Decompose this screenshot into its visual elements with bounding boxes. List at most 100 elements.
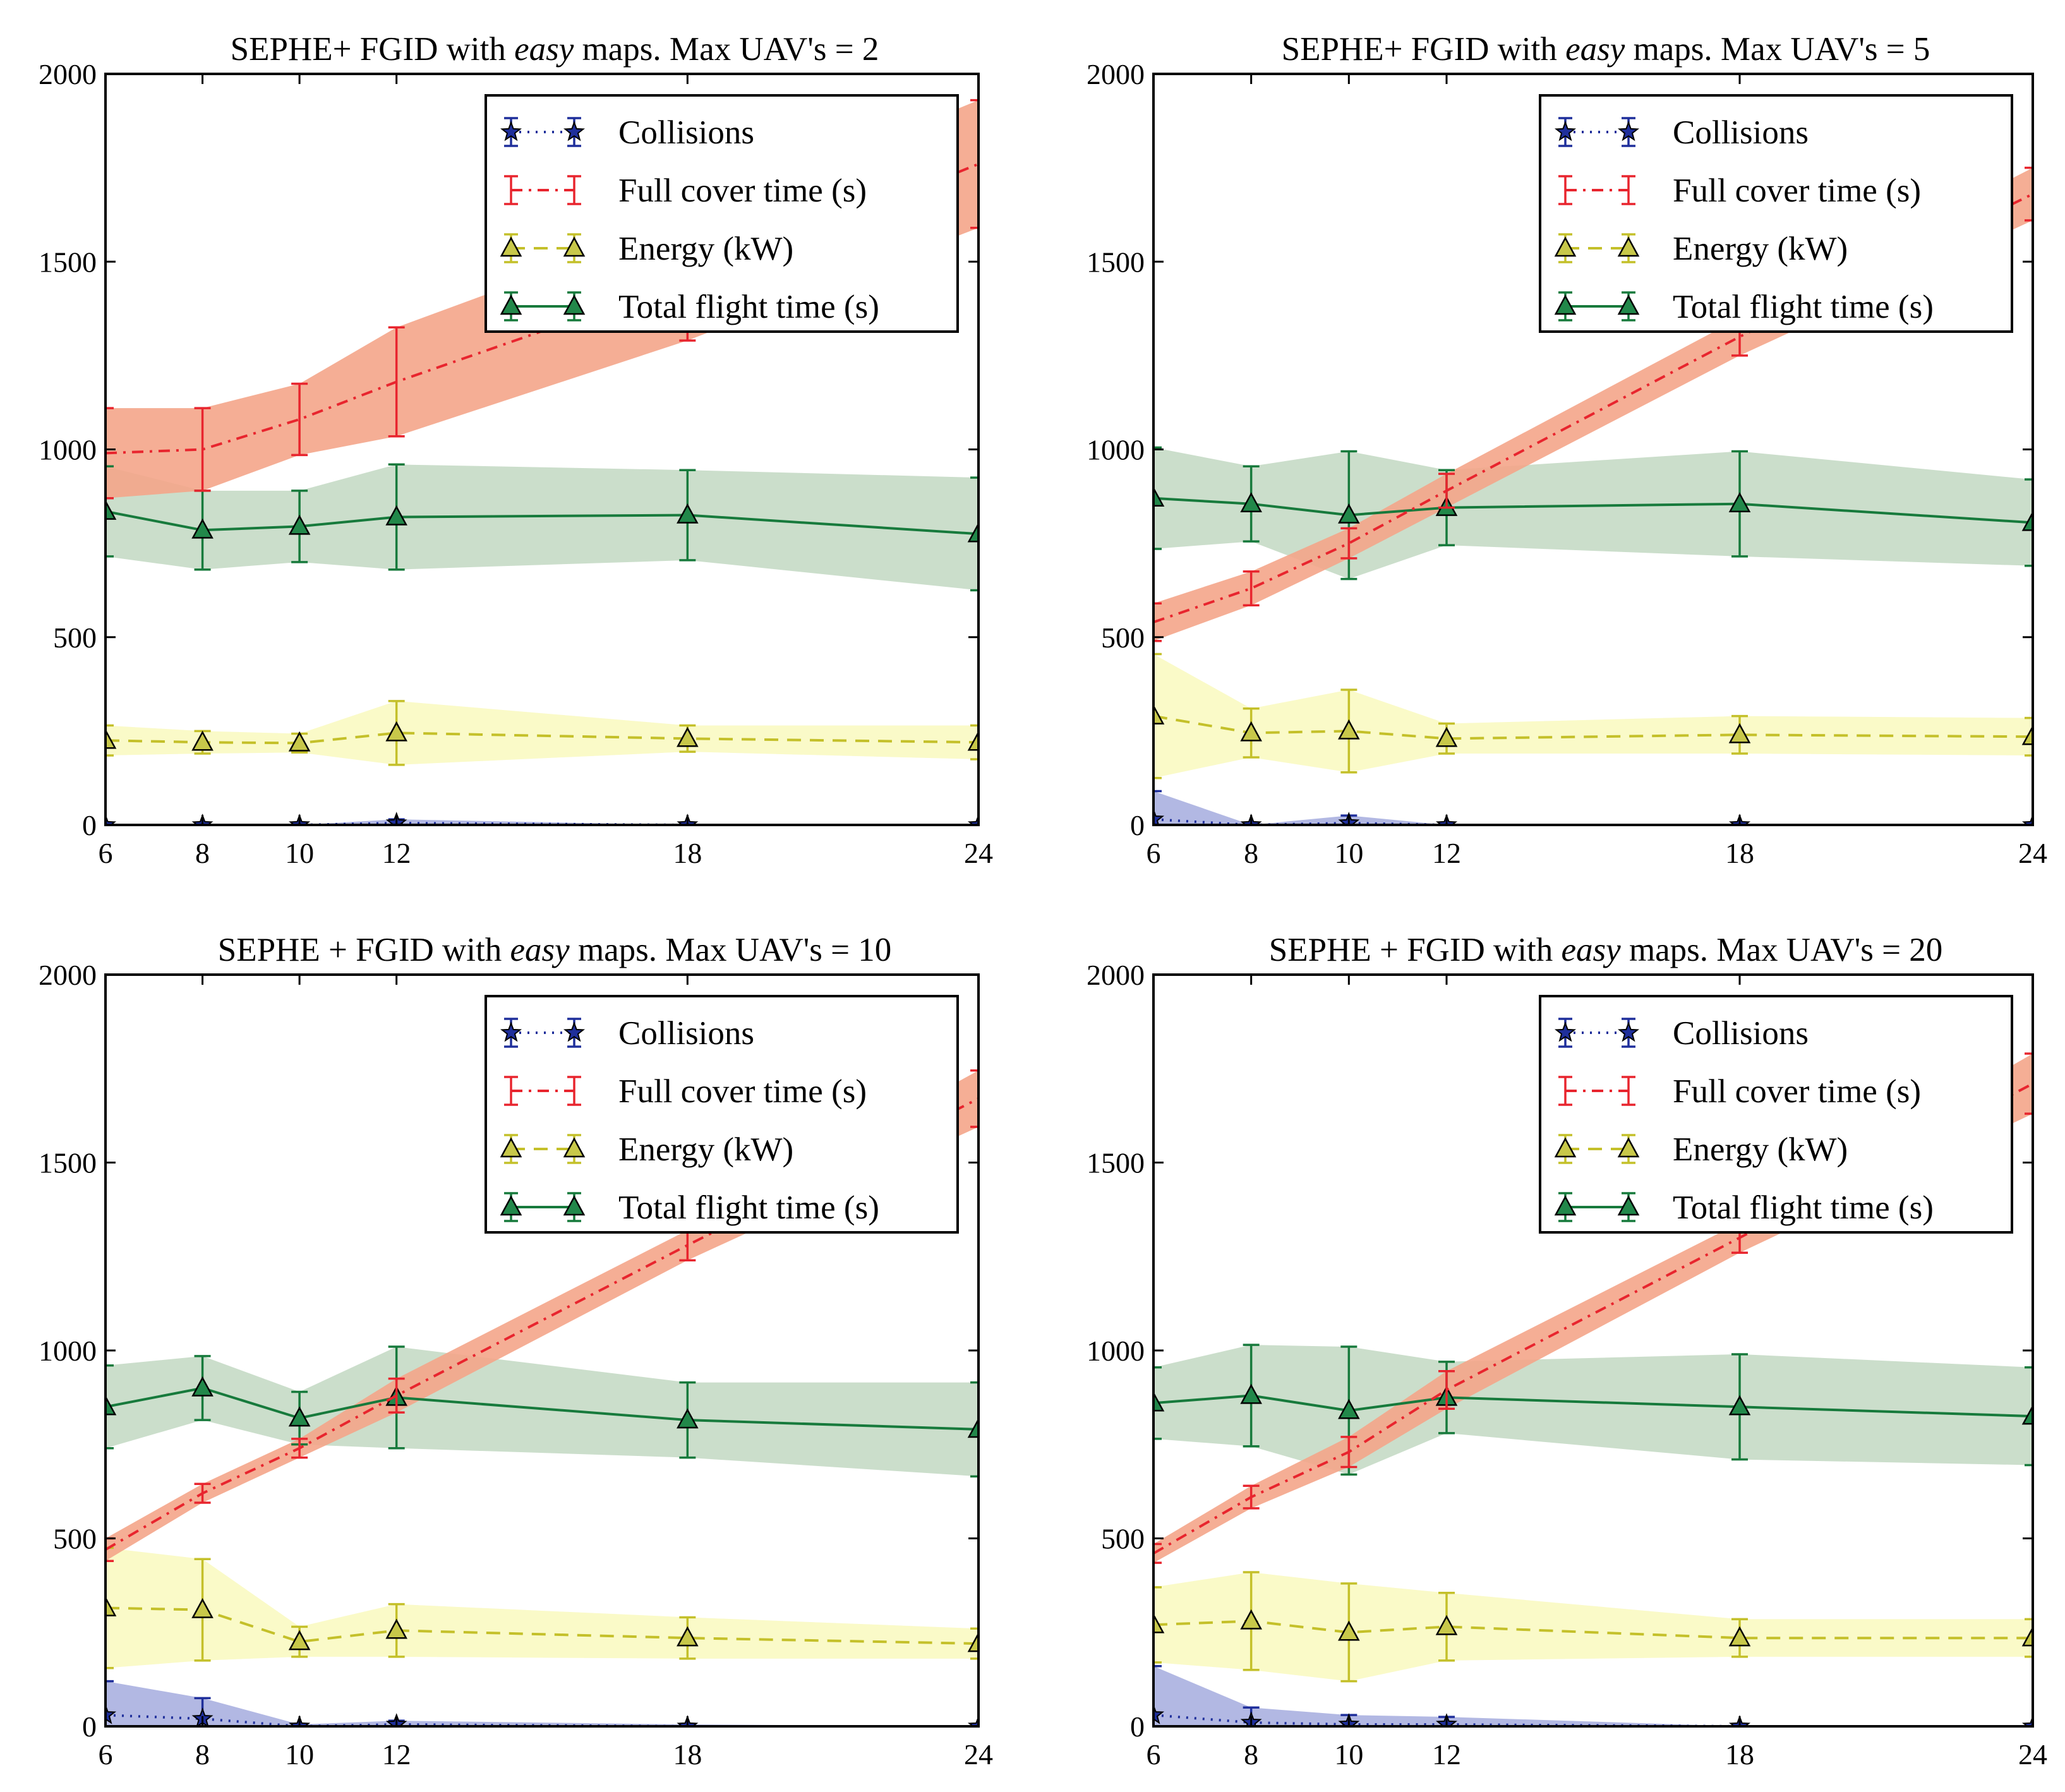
- legend-label-collisions: Collisions: [1673, 114, 1809, 151]
- y-tick-label: 1000: [1087, 1335, 1145, 1367]
- y-tick-label: 1000: [1087, 434, 1145, 466]
- energy-band: [105, 1548, 978, 1668]
- x-tick-label: 18: [1725, 1738, 1754, 1771]
- x-tick-label: 18: [673, 1738, 702, 1771]
- legend-label-total_flight_time: Total flight time (s): [618, 1189, 879, 1226]
- collisions-band: [1153, 1666, 2033, 1726]
- legend-marker-energy: [563, 1137, 586, 1158]
- x-tick-label: 10: [285, 837, 314, 869]
- total_flight_time-point: [1153, 1391, 1165, 1412]
- energy-point: [1728, 723, 1751, 743]
- energy-point: [105, 728, 117, 749]
- legend-marker-collisions: [563, 1021, 586, 1042]
- total_flight_time-line: [105, 1386, 978, 1431]
- collisions-point: [105, 814, 117, 825]
- y-tick-label: 500: [53, 1523, 97, 1555]
- y-tick-label: 2000: [1087, 58, 1145, 90]
- x-tick-label: 6: [99, 1738, 113, 1771]
- total_flight_time-band: [105, 1347, 978, 1477]
- total_flight_time-point: [967, 522, 978, 543]
- full_cover_time-line: [105, 1097, 978, 1551]
- y-tick-label: 1000: [39, 434, 97, 466]
- legend-marker-total_flight_time: [500, 1195, 522, 1216]
- chart-panel-4: 0 500 1000 1500 2000 6 8 10 12 18 24 SEPHE + FGID w…: [1087, 932, 2047, 1771]
- legend-marker-collisions: [500, 1021, 522, 1042]
- legend-label-full_cover_time: Full cover time (s): [618, 1073, 867, 1110]
- collisions-point: [2021, 814, 2033, 825]
- y-tick-label: 1500: [39, 1147, 97, 1179]
- total_flight_time-line: [105, 510, 978, 536]
- total_flight_time-point: [2021, 510, 2033, 531]
- legend: Collisions Full cover time (s) Energy (kW)…: [1539, 94, 2013, 333]
- legend-label-collisions: Collisions: [618, 1015, 754, 1052]
- x-tick-label: 10: [285, 1738, 314, 1771]
- energy-line: [1153, 1620, 2033, 1640]
- legend-marker-energy: [563, 236, 586, 257]
- energy-point: [1338, 719, 1360, 740]
- energy-point: [1338, 1620, 1360, 1641]
- legend-box: [485, 995, 959, 1234]
- legend-marker-total_flight_time: [563, 294, 586, 315]
- x-tick-label: 12: [382, 1738, 411, 1771]
- legend-marker-energy: [1554, 1137, 1577, 1158]
- y-tick-label: 1500: [1087, 246, 1145, 278]
- energy-point: [105, 1596, 117, 1616]
- legend-label-collisions: Collisions: [1673, 1015, 1809, 1052]
- total_flight_time-point: [288, 1406, 311, 1427]
- total_flight_time-point: [288, 514, 311, 535]
- energy-point: [1240, 1609, 1262, 1630]
- chart-title: SEPHE+ FGID with easy maps. Max UAV's = …: [1282, 31, 1930, 68]
- full_cover_time-line: [105, 162, 978, 455]
- total_flight_time-point: [1240, 492, 1262, 512]
- chart-title: SEPHE + FGID with easy maps. Max UAV's =…: [218, 932, 892, 968]
- energy-point: [191, 1597, 214, 1618]
- collisions-point: [967, 1715, 978, 1726]
- legend-label-full_cover_time: Full cover time (s): [618, 172, 867, 209]
- x-tick-label: 6: [99, 837, 113, 869]
- chart-panel-1: 0 500 1000 1500 2000 6 8 10 12 18 24 SEPHE+ FGID wi…: [39, 31, 993, 869]
- chart-panel-2: 0 500 1000 1500 2000 6 8 10 12 18 24 SEPHE+ FGID wi…: [1087, 31, 2047, 869]
- legend-marker-energy: [500, 236, 522, 257]
- x-tick-label: 24: [2018, 1738, 2047, 1771]
- legend-marker-energy: [1617, 1137, 1640, 1158]
- energy-point: [2021, 1626, 2033, 1647]
- collisions-point: [1153, 1704, 1165, 1724]
- y-tick-label: 500: [1101, 622, 1145, 654]
- total_flight_time-point: [677, 1408, 699, 1429]
- legend-marker-total_flight_time: [563, 1195, 586, 1216]
- legend: Collisions Full cover time (s) Energy (kW)…: [485, 94, 959, 333]
- total_flight_time-point: [1728, 492, 1751, 512]
- legend-marker-total_flight_time: [1617, 294, 1640, 315]
- legend-label-energy: Energy (kW): [618, 231, 793, 267]
- y-tick-label: 2000: [39, 959, 97, 991]
- collisions-point: [1153, 808, 1165, 825]
- legend-marker-total_flight_time: [1554, 294, 1577, 315]
- total_flight_time-point: [191, 1376, 214, 1397]
- y-tick-label: 500: [53, 622, 97, 654]
- total_flight_time-band: [1153, 1345, 2033, 1475]
- total_flight_time-line: [1153, 1394, 2033, 1418]
- x-tick-label: 12: [382, 837, 411, 869]
- x-tick-label: 24: [964, 837, 993, 869]
- energy-line: [1153, 714, 2033, 740]
- collisions-band: [105, 819, 978, 825]
- x-tick-label: 24: [2018, 837, 2047, 869]
- energy-band: [105, 701, 978, 765]
- collisions-point: [967, 814, 978, 825]
- legend-label-total_flight_time: Total flight time (s): [1673, 289, 1934, 325]
- energy-line: [105, 731, 978, 745]
- total_flight_time-band: [105, 464, 978, 591]
- energy-point: [967, 730, 978, 751]
- x-tick-label: 6: [1147, 1738, 1161, 1771]
- collisions-band: [1153, 791, 2033, 825]
- total_flight_time-point: [2021, 1404, 2033, 1425]
- legend-label-total_flight_time: Total flight time (s): [1673, 1189, 1934, 1226]
- x-tick-label: 24: [964, 1738, 993, 1771]
- x-tick-label: 18: [673, 837, 702, 869]
- x-tick-label: 10: [1334, 837, 1363, 869]
- collisions-point: [105, 1704, 117, 1724]
- chart-panel-3: 0 500 1000 1500 2000 6 8 10 12 18 24 SEPHE + FGID w…: [39, 932, 993, 1771]
- total_flight_time-point: [1338, 503, 1360, 524]
